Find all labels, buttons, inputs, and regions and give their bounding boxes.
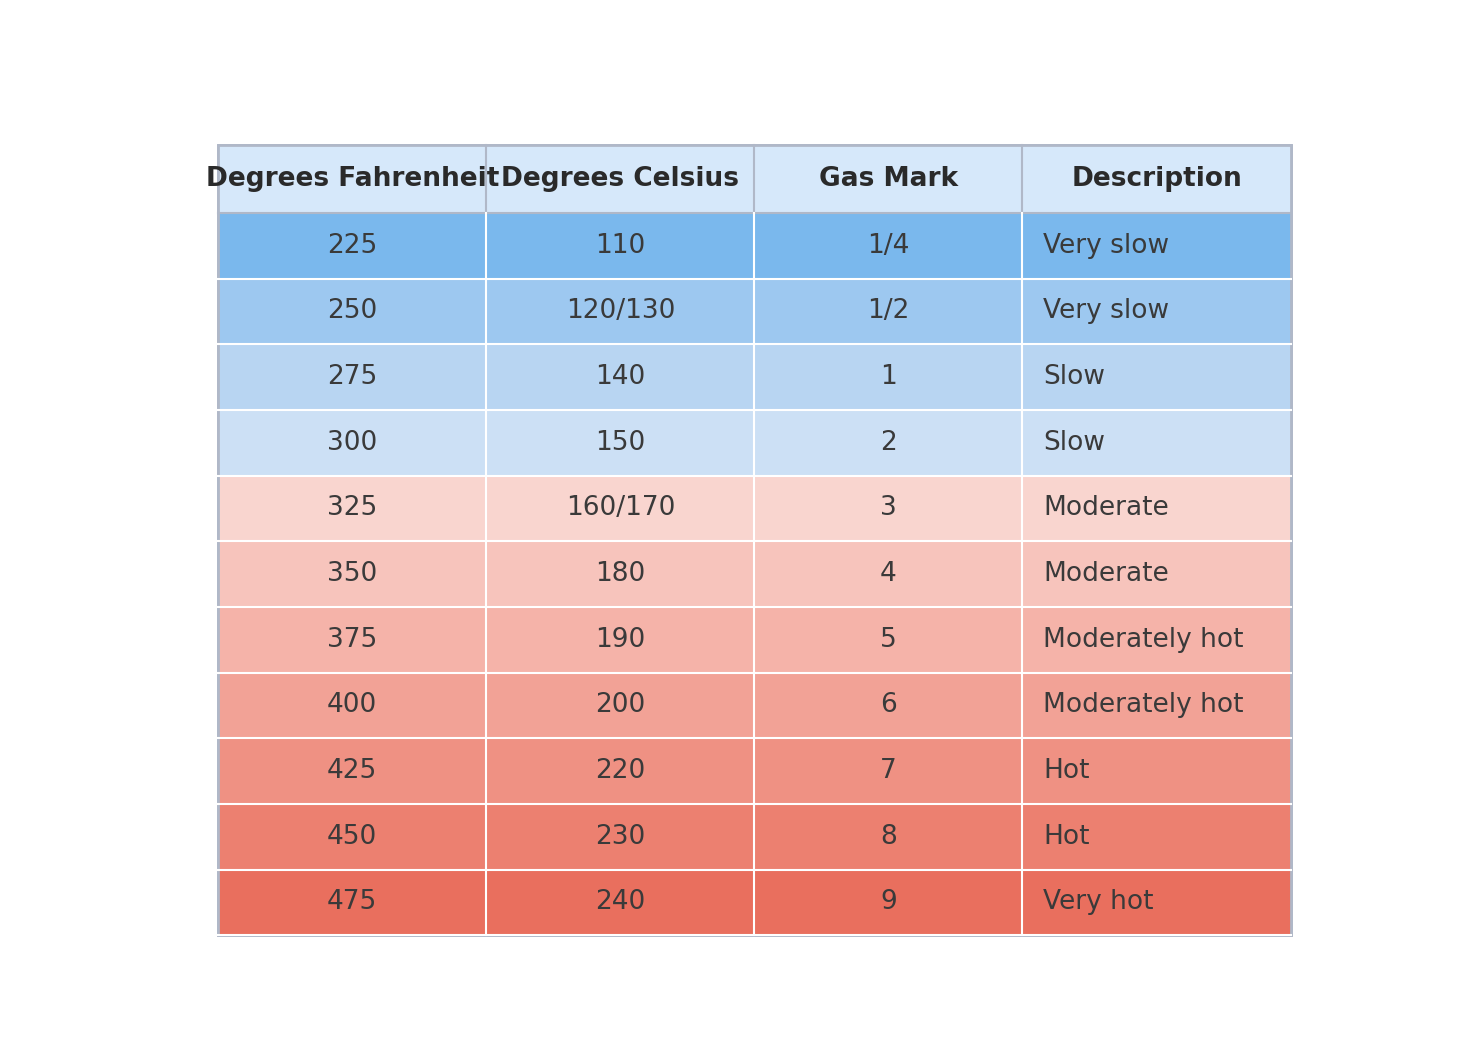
Bar [218, 804, 486, 869]
Bar [1023, 410, 1291, 475]
Bar [486, 607, 754, 673]
Bar [486, 738, 754, 804]
Bar [1023, 475, 1291, 541]
Text: 3: 3 [880, 495, 896, 521]
Bar [754, 475, 1023, 541]
Text: 180: 180 [595, 561, 646, 587]
Bar [486, 410, 754, 475]
Text: 8: 8 [880, 824, 896, 850]
Text: 220: 220 [595, 758, 646, 784]
Text: 1/4: 1/4 [867, 233, 910, 259]
Text: Slow: Slow [1044, 364, 1105, 390]
Text: 4: 4 [880, 561, 896, 587]
Bar [486, 475, 754, 541]
Bar [1023, 607, 1291, 673]
Text: Moderate: Moderate [1044, 561, 1169, 587]
Text: 6: 6 [880, 693, 896, 719]
Text: 400: 400 [327, 693, 377, 719]
Text: 325: 325 [327, 495, 377, 521]
Bar [1023, 344, 1291, 410]
Bar [486, 145, 754, 213]
Bar [218, 344, 486, 410]
Text: 110: 110 [595, 233, 646, 259]
Text: 250: 250 [327, 298, 377, 324]
Text: 230: 230 [595, 824, 646, 850]
Text: 225: 225 [327, 233, 377, 259]
Text: 450: 450 [327, 824, 377, 850]
Bar [486, 344, 754, 410]
Bar [486, 541, 754, 607]
Bar [754, 145, 1023, 213]
Text: 425: 425 [327, 758, 377, 784]
Text: 150: 150 [595, 430, 646, 456]
Bar [218, 145, 486, 213]
Bar [1023, 869, 1291, 935]
Text: Moderately hot: Moderately hot [1044, 627, 1244, 653]
Bar [486, 673, 754, 738]
Bar [218, 738, 486, 804]
Bar [218, 410, 486, 475]
Text: Gas Mark: Gas Mark [818, 165, 958, 191]
Bar [754, 344, 1023, 410]
Bar [754, 541, 1023, 607]
Bar [218, 475, 486, 541]
Bar [486, 279, 754, 344]
Text: 2: 2 [880, 430, 896, 456]
Text: 375: 375 [327, 627, 377, 653]
Bar [1023, 213, 1291, 279]
Bar [754, 213, 1023, 279]
Text: Hot: Hot [1044, 758, 1089, 784]
Bar [1023, 145, 1291, 213]
Text: Very slow: Very slow [1044, 233, 1169, 259]
Bar [218, 673, 486, 738]
Text: 300: 300 [327, 430, 377, 456]
Bar [218, 213, 486, 279]
Bar [754, 738, 1023, 804]
Text: 160/170: 160/170 [565, 495, 676, 521]
Text: 1/2: 1/2 [867, 298, 910, 324]
Bar [754, 869, 1023, 935]
Text: Degrees Fahrenheit: Degrees Fahrenheit [206, 165, 499, 191]
Bar [486, 869, 754, 935]
Bar [1023, 541, 1291, 607]
Text: Very hot: Very hot [1044, 889, 1154, 915]
Bar [1023, 279, 1291, 344]
Text: 350: 350 [327, 561, 377, 587]
Bar [218, 869, 486, 935]
Bar [754, 410, 1023, 475]
Bar [754, 607, 1023, 673]
Text: Description: Description [1072, 165, 1242, 191]
Bar [754, 673, 1023, 738]
Text: Hot: Hot [1044, 824, 1089, 850]
Text: 240: 240 [595, 889, 646, 915]
Bar [218, 607, 486, 673]
Text: 7: 7 [880, 758, 896, 784]
Bar [1023, 673, 1291, 738]
Text: 1: 1 [880, 364, 896, 390]
Text: Slow: Slow [1044, 430, 1105, 456]
Text: Very slow: Very slow [1044, 298, 1169, 324]
Text: 120/130: 120/130 [565, 298, 676, 324]
Text: 275: 275 [327, 364, 377, 390]
Bar [1023, 804, 1291, 869]
Text: 200: 200 [595, 693, 646, 719]
Text: 190: 190 [595, 627, 646, 653]
Bar [218, 541, 486, 607]
Text: 9: 9 [880, 889, 896, 915]
Bar [754, 804, 1023, 869]
Bar [1023, 738, 1291, 804]
Bar [218, 279, 486, 344]
Text: Degrees Celsius: Degrees Celsius [502, 165, 739, 191]
Bar [486, 804, 754, 869]
Text: 5: 5 [880, 627, 896, 653]
Text: Moderate: Moderate [1044, 495, 1169, 521]
Text: 140: 140 [595, 364, 646, 390]
Bar [486, 213, 754, 279]
Bar [754, 279, 1023, 344]
Text: Moderately hot: Moderately hot [1044, 693, 1244, 719]
Text: 475: 475 [327, 889, 377, 915]
